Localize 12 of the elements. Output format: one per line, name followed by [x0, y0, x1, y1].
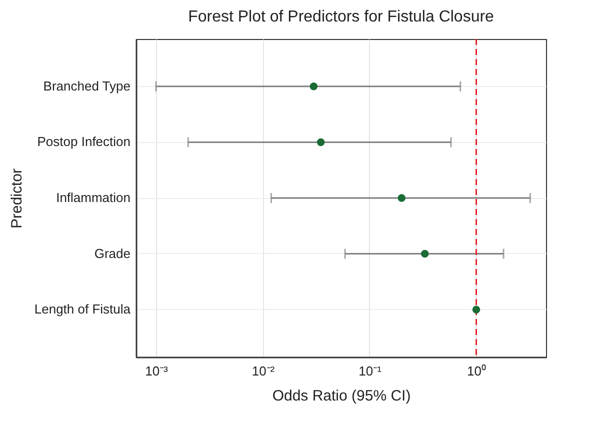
y-axis-title: Predictor: [8, 168, 26, 229]
x-tick-label: 10⁻²: [252, 364, 276, 378]
chart-title: Forest Plot of Predictors for Fistula Closure: [188, 8, 494, 26]
x-tick-label: 10⁰: [467, 364, 486, 378]
y-tick-label: Length of Fistula: [34, 302, 132, 317]
y-tick-label: Branched Type: [43, 78, 130, 94]
y-tick-label: Postop Infection: [37, 134, 130, 150]
x-tick-label: 10⁻³: [145, 364, 169, 378]
x-axis-title: Odds Ratio (95% CI): [272, 388, 411, 404]
y-tick-label: Inflammation: [56, 190, 130, 205]
y-tick-label: Grade: [94, 246, 130, 261]
x-tick-label: 10⁻¹: [358, 364, 382, 378]
